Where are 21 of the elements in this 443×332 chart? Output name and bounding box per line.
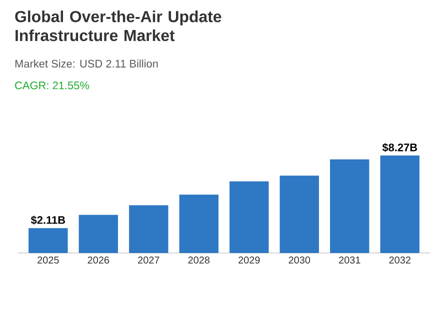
x-tick-label: 2031	[339, 256, 360, 264]
bar	[280, 176, 319, 253]
x-tick-label: 2030	[288, 256, 310, 264]
text: CAGR: 21.55%	[15, 82, 90, 90]
bar	[330, 159, 370, 253]
x-tick-label: 2028	[188, 256, 210, 264]
x-tick-label: 2027	[138, 256, 160, 264]
x-tick-label: 2032	[389, 256, 410, 264]
bar	[129, 205, 168, 253]
bar	[179, 194, 218, 253]
bar	[28, 228, 68, 253]
chart-title: Global Over-the-Air Update Infrastructure Market	[15, 10, 222, 42]
x-tick-label: 2025	[38, 256, 59, 264]
x-tick-label: 2026	[88, 256, 110, 264]
bar	[230, 181, 269, 253]
chart-subtitle: Market Size: USD 2.11 Billion	[15, 60, 158, 68]
bar	[78, 214, 118, 253]
data-label: $2.11B	[30, 216, 66, 225]
data-label: $8.27B	[382, 143, 418, 152]
bar	[380, 156, 420, 253]
x-tick-label: 2029	[238, 256, 260, 264]
